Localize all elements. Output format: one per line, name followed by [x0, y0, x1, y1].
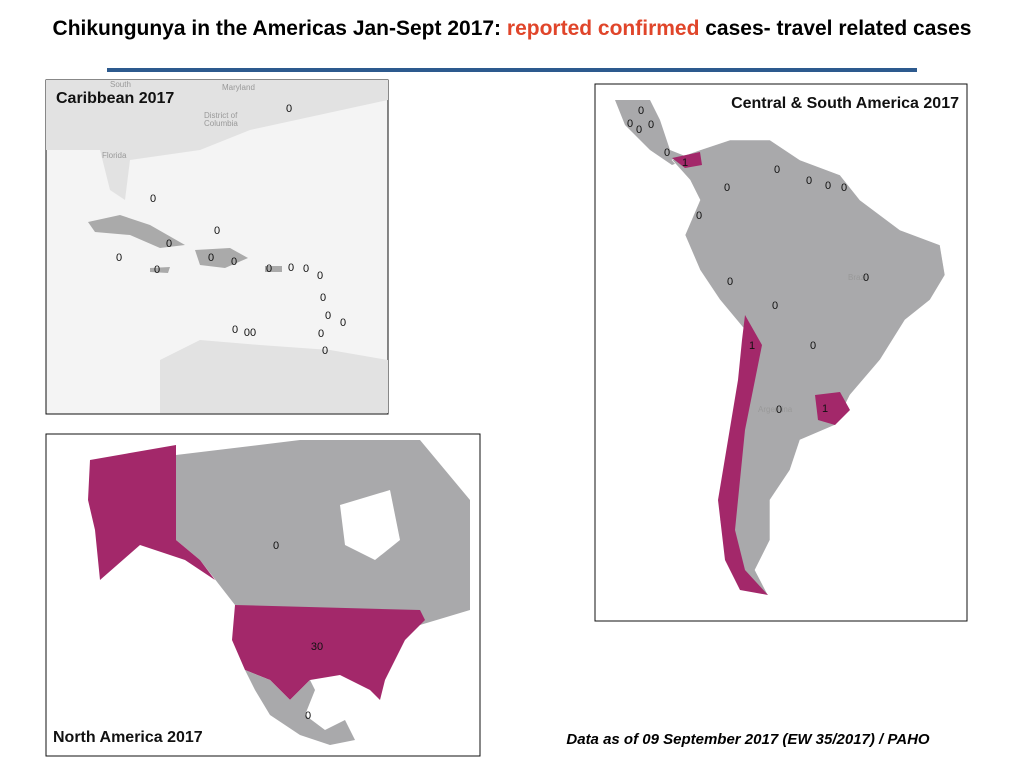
case-count: 0 — [863, 272, 869, 284]
land — [615, 100, 690, 165]
title-suffix: cases- travel related cases — [699, 17, 971, 40]
case-count: 0 — [305, 710, 311, 722]
case-count: 0 — [772, 300, 778, 312]
land — [160, 340, 388, 413]
map-title: Central & South America 2017 — [731, 95, 959, 112]
case-count: 0 — [806, 175, 812, 187]
case-count: 0 — [318, 328, 324, 340]
case-count: 0 — [727, 276, 733, 288]
title-highlight: reported confirmed — [507, 17, 700, 40]
island — [195, 248, 248, 268]
highlight-country — [88, 445, 215, 580]
title: Chikungunya in the Americas Jan-Sept 201… — [53, 17, 972, 40]
case-count: 0 — [724, 182, 730, 194]
basemap-label: Maryland — [222, 83, 255, 92]
map-title: Caribbean 2017 — [56, 90, 174, 107]
case-count: 30 — [311, 641, 323, 653]
caribbean-map: Caribbean 2017 — [45, 79, 389, 415]
case-count: 0 — [116, 252, 122, 264]
south-america-map: Central & South America 2017 — [594, 83, 968, 622]
land — [245, 670, 355, 745]
case-count: 0 — [150, 193, 156, 205]
case-count: 0 — [810, 340, 816, 352]
case-count: 00 — [244, 327, 256, 339]
basemap-label: Brazil — [848, 273, 868, 282]
title-prefix: Chikungunya in the Americas Jan-Sept 201… — [53, 17, 507, 40]
case-count: 0 — [696, 210, 702, 222]
land — [46, 80, 388, 200]
case-count: 0 — [841, 182, 847, 194]
case-count: 0 — [636, 124, 642, 136]
basemap-label: Columbia — [204, 119, 238, 128]
island — [150, 267, 170, 273]
case-count: 0 — [825, 180, 831, 192]
island — [265, 266, 282, 272]
case-count: 0 — [317, 270, 323, 282]
case-count: 0 — [776, 404, 782, 416]
island — [88, 215, 185, 248]
case-count: 0 — [231, 256, 237, 268]
north-america-map: North America 2017 — [45, 433, 481, 757]
basemap-label: Argentina — [758, 405, 793, 414]
case-count: 0 — [214, 225, 220, 237]
case-count: 0 — [322, 345, 328, 357]
highlight-country — [815, 392, 850, 425]
case-count: 0 — [325, 310, 331, 322]
land — [176, 440, 470, 625]
water — [340, 490, 400, 560]
case-count: 0 — [664, 147, 670, 159]
case-count: 0 — [320, 292, 326, 304]
case-count: 0 — [273, 540, 279, 552]
case-count: 0 — [627, 118, 633, 130]
case-count: 0 — [303, 263, 309, 275]
case-count: 0 — [648, 119, 654, 131]
basemap-label: District of — [204, 111, 238, 120]
case-count: 0 — [232, 324, 238, 336]
case-count: 0 — [774, 164, 780, 176]
highlight-country — [718, 315, 768, 595]
land — [671, 139, 946, 596]
basemap-label: Florida — [102, 151, 127, 160]
case-count: 1 — [682, 157, 688, 169]
case-count: 0 — [340, 317, 346, 329]
map-title: North America 2017 — [53, 729, 203, 746]
highlight-country — [672, 152, 702, 168]
case-count: 0 — [166, 238, 172, 250]
case-count: 0 — [266, 263, 272, 275]
case-count: 0 — [288, 262, 294, 274]
case-count: 1 — [749, 340, 755, 352]
case-count: 0 — [208, 252, 214, 264]
basemap-label: South — [110, 80, 131, 89]
case-count: 0 — [638, 105, 644, 117]
case-count: 1 — [822, 403, 828, 415]
footnote: Data as of 09 September 2017 (EW 35/2017… — [566, 731, 930, 748]
highlight-country — [232, 605, 425, 700]
case-count: 0 — [286, 103, 292, 115]
case-count: 0 — [154, 264, 160, 276]
